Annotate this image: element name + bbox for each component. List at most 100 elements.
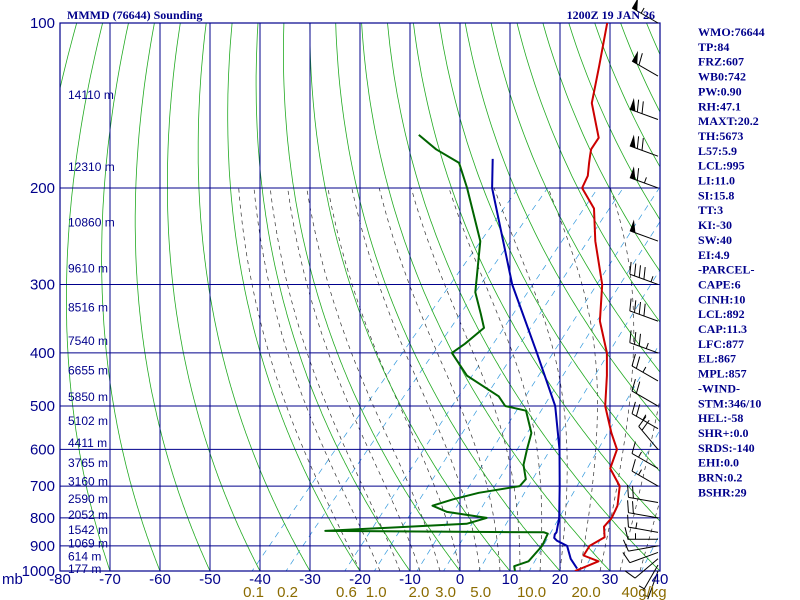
- sounding-index: BSHR:29: [698, 485, 747, 499]
- parcel-trace: [491, 158, 578, 570]
- wind-barb: [631, 50, 659, 77]
- pressure-tick-label: 400: [30, 345, 55, 362]
- dry-adiabat: [166, 23, 261, 571]
- height-label: 3160 m: [68, 475, 108, 489]
- height-label: 12310 m: [68, 160, 115, 174]
- wind-barb-pennant: [632, 0, 638, 11]
- height-label: 5102 m: [68, 414, 108, 428]
- mixing-ratio-label: 20.0: [571, 584, 600, 600]
- temperature-tick-label: -50: [199, 571, 221, 588]
- wind-barb: [638, 564, 659, 592]
- sounding-index: L57:5.9: [698, 144, 737, 158]
- wind-barb-shaft: [631, 453, 659, 469]
- sounding-index: WB0:742: [698, 70, 746, 84]
- dry-adiabat: [335, 23, 561, 571]
- wind-barb-shaft: [629, 551, 659, 564]
- height-label: 2590 m: [68, 492, 108, 506]
- temperature-tick-label: -20: [349, 571, 371, 588]
- pressure-tick-label: 500: [30, 398, 55, 415]
- mixing-ratio-line: [373, 187, 624, 571]
- temperature-tick-label: -70: [99, 571, 121, 588]
- dry-adiabat: [282, 23, 461, 571]
- wind-barb-flag: [624, 570, 636, 579]
- sounding-indices-panel: WMO:76644TP:84FRZ:607WB0:742PW:0.90RH:47…: [698, 25, 765, 499]
- wind-barb-flag: [624, 527, 629, 540]
- sounding-index: PW:0.90: [698, 84, 742, 98]
- moist-adiabat: [351, 187, 481, 571]
- wind-barb-half-flag: [638, 469, 642, 476]
- wind-barb-flag: [638, 416, 647, 427]
- mixing-ratio-line: [416, 187, 660, 571]
- wind-barb-flag: [632, 485, 634, 499]
- wind-barb-flag: [638, 265, 641, 278]
- dry-adiabats: [60, 11, 800, 583]
- wind-barb-flag: [631, 379, 636, 392]
- station-title: MMMD (76644) Sounding: [67, 8, 202, 22]
- wind-barb-flag: [635, 356, 641, 369]
- height-label: 7540 m: [68, 334, 108, 348]
- mixing-ratio-label: 0.1: [243, 584, 264, 600]
- wind-barb-flag: [627, 484, 629, 498]
- wind-barb-flag: [631, 459, 636, 472]
- wind-barb-flag: [629, 330, 632, 343]
- sounding-index: CAP:11.3: [698, 322, 747, 336]
- wind-barb-flag: [641, 138, 644, 151]
- wind-barb-shaft: [628, 526, 659, 533]
- mixing-ratio-label: 10.0: [517, 584, 546, 600]
- dry-adiabat: [66, 23, 111, 571]
- wind-barb-flag: [627, 514, 629, 528]
- wind-barb-flag: [627, 500, 629, 513]
- wind-barb-flag: [631, 441, 636, 454]
- dry-adiabat: [412, 23, 660, 522]
- dewpoint-trace: [324, 134, 549, 571]
- sounding-index: TT:3: [698, 203, 723, 217]
- moist-adiabat: [599, 187, 635, 571]
- height-label: 177 m: [68, 562, 101, 576]
- mixing-ratio-line: [285, 187, 548, 571]
- mixing-ratio-label: 1.0: [366, 584, 387, 600]
- dry-adiabat: [594, 23, 660, 168]
- wind-barb-flag: [635, 381, 641, 394]
- dry-adiabat: [542, 23, 660, 273]
- wind-barb-column: [622, 0, 659, 600]
- dry-adiabat: [464, 23, 660, 423]
- mixing-ratio-line: [583, 429, 660, 571]
- wind-barb-shaft: [628, 545, 659, 552]
- plot-frame: [59, 22, 661, 572]
- wind-barb-flag: [634, 300, 637, 313]
- height-label: 10860 m: [68, 216, 115, 230]
- sounding-index: LCL:995: [698, 159, 745, 173]
- wind-barb-shaft: [634, 558, 659, 579]
- wind-barb-pennant: [629, 166, 636, 180]
- dry-adiabat: [490, 23, 660, 373]
- mixing-ratio-line: [251, 187, 519, 571]
- wind-barb-flag: [638, 53, 643, 66]
- wind-barb-half-flag: [650, 276, 654, 283]
- sounding-index: MPL:857: [698, 367, 747, 381]
- moist-adiabat: [287, 187, 421, 571]
- sounding-index: CINH:10: [698, 292, 745, 306]
- wind-barb-flag: [635, 404, 641, 417]
- dry-adiabat: [516, 23, 660, 323]
- height-label: 14110 m: [68, 88, 114, 102]
- wind-barb-flag: [629, 298, 632, 311]
- sounding-index: EL:867: [698, 352, 736, 366]
- moist-adiabat: [238, 187, 361, 571]
- sounding-traces: [324, 23, 621, 571]
- wind-barb-flag: [643, 266, 646, 280]
- moist-adiabat: [253, 187, 381, 571]
- wind-barb-half-flag: [643, 177, 647, 184]
- wind-barb-pennant: [629, 97, 636, 112]
- pressure-tick-label: 200: [30, 180, 55, 197]
- sounding-index: TH:5673: [698, 129, 743, 143]
- wind-barb: [629, 97, 659, 120]
- wind-barb-half-flag: [645, 342, 649, 349]
- mixing-ratio-label: 3.0: [435, 584, 456, 600]
- sounding-index: EHI:0.0: [698, 456, 739, 470]
- wind-barb-flag: [634, 263, 637, 276]
- dry-adiabat: [795, 11, 800, 583]
- wind-barb-pennant: [629, 219, 636, 233]
- wind-barb: [629, 219, 659, 242]
- wind-barb-flag: [631, 353, 636, 367]
